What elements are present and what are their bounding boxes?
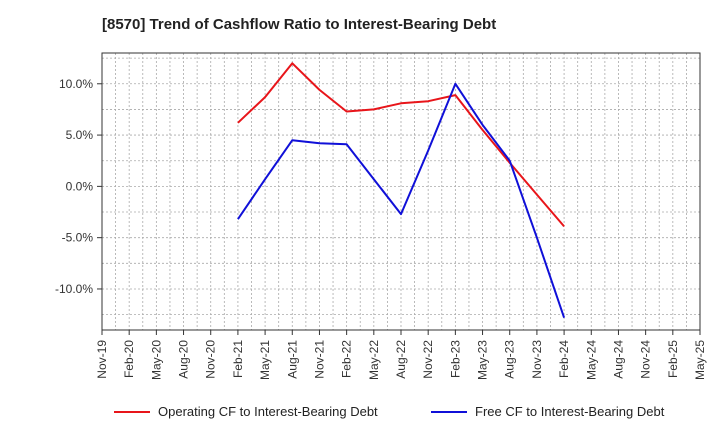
x-tick-label: May-23: [476, 340, 490, 380]
x-tick-label: May-21: [258, 340, 272, 380]
legend-item-free-cf: Free CF to Interest-Bearing Debt: [431, 404, 664, 419]
x-axis-ticks: Nov-19 Feb-20 May-20 Aug-20 Nov-20 Feb-21 May-…: [95, 330, 707, 380]
x-tick-label: Feb-23: [448, 340, 462, 378]
x-tick-label: Aug-21: [285, 340, 299, 379]
x-tick-label: May-20: [149, 340, 163, 380]
x-tick-label: May-22: [367, 340, 381, 380]
x-tick-label: Nov-24: [639, 340, 653, 379]
x-tick-label: Nov-19: [95, 340, 109, 379]
legend-item-operating-cf: Operating CF to Interest-Bearing Debt: [114, 404, 378, 419]
chart-title: [8570] Trend of Cashflow Ratio to Intere…: [102, 16, 497, 33]
x-tick-label: Feb-21: [231, 340, 245, 378]
y-tick-label: -10.0%: [55, 282, 93, 296]
x-tick-label: Feb-24: [557, 340, 571, 378]
x-tick-label: Nov-22: [421, 340, 435, 379]
x-tick-label: May-24: [584, 340, 598, 380]
x-tick-label: Nov-20: [204, 340, 218, 379]
x-tick-label: Feb-20: [122, 340, 136, 378]
y-tick-label: 10.0%: [59, 77, 93, 91]
x-tick-label: Feb-22: [340, 340, 354, 378]
legend-swatch-red: [114, 410, 150, 413]
legend-swatch-blue: [431, 410, 467, 413]
legend: Operating CF to Interest-Bearing Debt Fr…: [0, 404, 720, 428]
x-tick-label: Aug-24: [611, 340, 625, 379]
legend-label: Free CF to Interest-Bearing Debt: [475, 404, 665, 419]
x-tick-label: Feb-25: [666, 340, 680, 378]
y-axis-ticks: 10.0% 5.0% 0.0% -5.0% -10.0%: [55, 77, 102, 296]
legend-label: Operating CF to Interest-Bearing Debt: [158, 404, 378, 419]
x-tick-label: Aug-20: [177, 340, 191, 379]
y-tick-label: -5.0%: [62, 231, 94, 245]
series-line-1: [237, 82, 566, 319]
y-tick-label: 5.0%: [66, 128, 94, 142]
x-tick-label: Nov-23: [530, 340, 544, 379]
x-tick-label: May-25: [693, 340, 707, 380]
x-tick-label: Aug-23: [503, 340, 517, 379]
x-tick-label: Nov-21: [312, 340, 326, 379]
y-tick-label: 0.0%: [66, 179, 94, 193]
series-lines: [237, 62, 566, 319]
x-tick-label: Aug-22: [394, 340, 408, 379]
plot-area: [102, 53, 700, 330]
